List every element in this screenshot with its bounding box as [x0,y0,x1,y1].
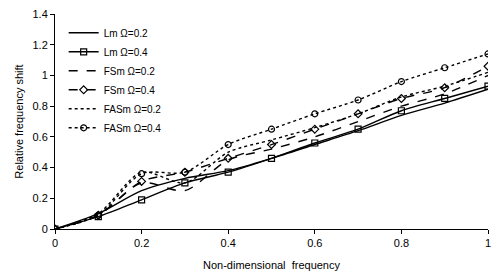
svg-text:FSm Ω=0.4: FSm Ω=0.4 [104,85,156,96]
svg-text:1: 1 [42,69,48,81]
svg-text:1: 1 [485,237,491,249]
svg-text:Lm Ω=0.2: Lm Ω=0.2 [104,28,148,39]
svg-text:0.4: 0.4 [33,161,48,173]
svg-text:Lm Ω=0.4: Lm Ω=0.4 [104,47,148,58]
svg-text:0: 0 [52,237,58,249]
svg-text:FASm Ω=0.2: FASm Ω=0.2 [104,104,162,115]
svg-text:1.4: 1.4 [33,8,48,20]
svg-text:0.4: 0.4 [221,237,236,249]
svg-text:Non-dimensional frequency: Non-dimensional frequency [203,259,340,271]
svg-text:0.8: 0.8 [394,237,409,249]
svg-text:0.6: 0.6 [33,131,48,143]
svg-text:0.8: 0.8 [33,100,48,112]
svg-text:FSm Ω=0.2: FSm Ω=0.2 [104,66,156,77]
svg-text:1.2: 1.2 [33,39,48,51]
svg-text:0.2: 0.2 [33,192,48,204]
svg-text:0: 0 [42,223,48,235]
svg-text:0.6: 0.6 [307,237,322,249]
svg-text:FASm Ω=0.4: FASm Ω=0.4 [104,123,162,134]
svg-text:0.2: 0.2 [134,237,149,249]
svg-text:Relative frequency shift: Relative frequency shift [13,64,25,178]
